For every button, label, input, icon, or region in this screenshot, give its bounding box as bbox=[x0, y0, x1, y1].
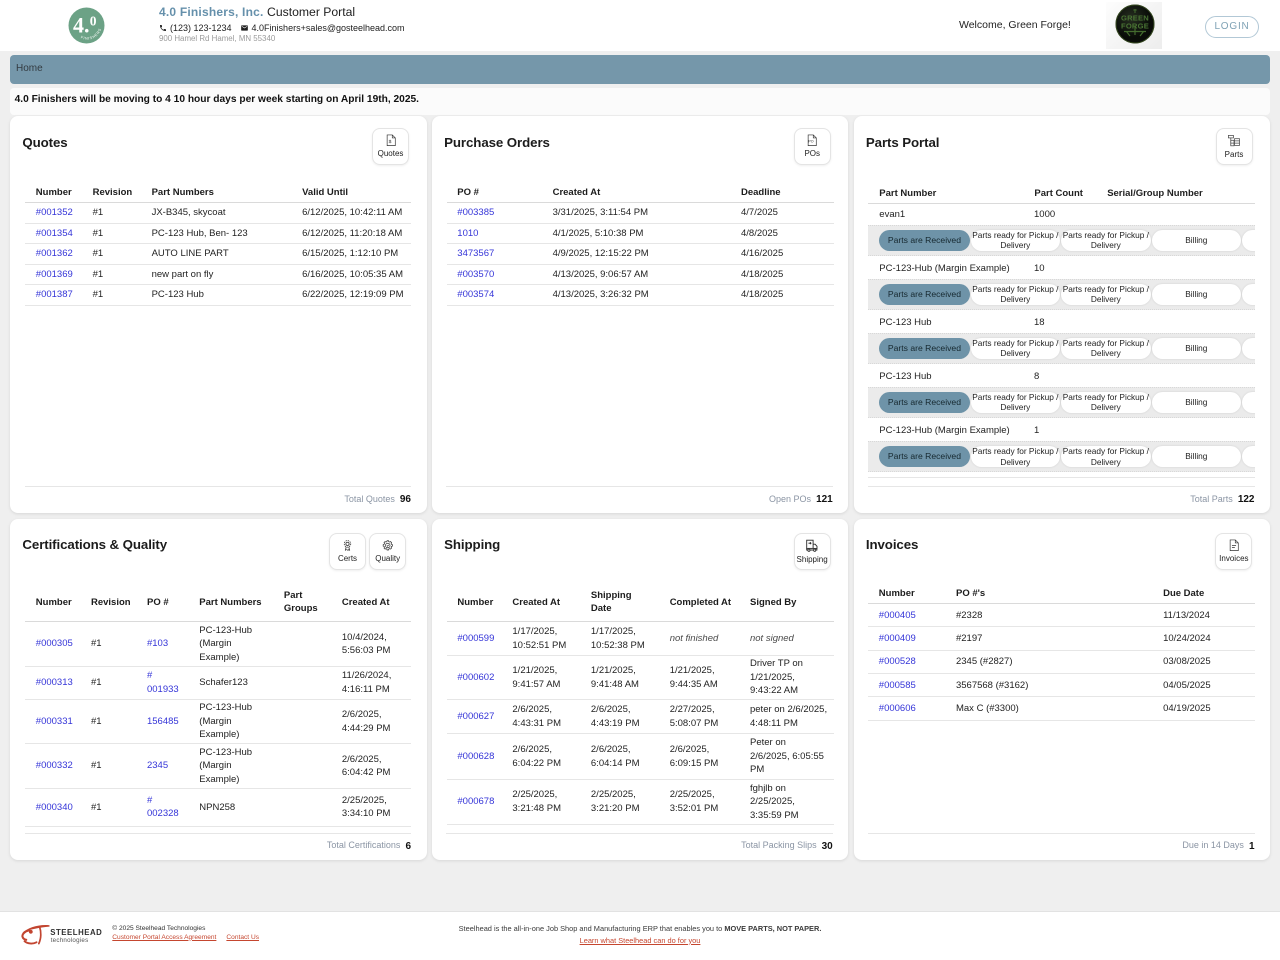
svg-text:0: 0 bbox=[90, 14, 97, 29]
svg-text:GREEN: GREEN bbox=[1121, 13, 1149, 22]
svg-text:FORGE: FORGE bbox=[1121, 21, 1149, 30]
svg-text:PO: PO bbox=[809, 140, 814, 144]
svg-text:$: $ bbox=[388, 139, 391, 145]
svg-text:4.: 4. bbox=[73, 13, 90, 38]
